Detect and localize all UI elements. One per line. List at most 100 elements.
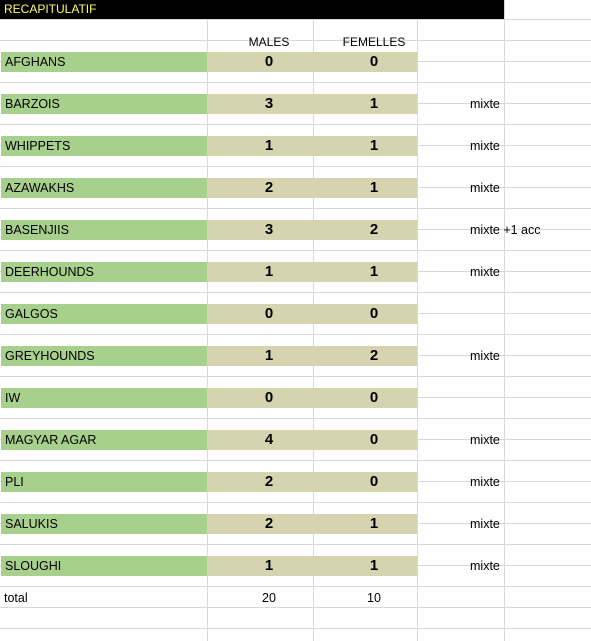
breed-name: GALGOS [5,307,58,321]
females-count[interactable]: 1 [369,263,379,280]
males-count[interactable]: 1 [264,263,274,280]
grid-column-line [504,0,505,641]
breed-cell[interactable]: SALUKIS [1,514,207,534]
females-count[interactable]: 1 [369,95,379,112]
count-cells [207,94,417,114]
breed-cell[interactable]: BARZOIS [1,94,207,114]
females-count[interactable]: 0 [369,305,379,322]
breed-name: DEERHOUNDS [5,265,94,279]
breed-cell[interactable]: SLOUGHI [1,556,207,576]
note-cell[interactable]: mixte [470,181,500,195]
males-count[interactable]: 1 [264,557,274,574]
count-cells [207,304,417,324]
females-count[interactable]: 1 [369,557,379,574]
count-cells [207,178,417,198]
note-cell[interactable]: mixte [470,475,500,489]
females-count[interactable]: 0 [369,53,379,70]
grid-row-line [0,607,591,608]
grid-row-line [0,334,591,335]
grid-row-line [0,292,591,293]
females-count[interactable]: 0 [369,473,379,490]
females-count[interactable]: 0 [369,431,379,448]
table-row: AFGHANS 0 0 [0,52,504,72]
table-row: IW 0 0 [0,388,504,408]
grid-row-line [0,166,591,167]
breed-cell[interactable]: BASENJIIS [1,220,207,240]
breed-cell[interactable]: PLI [1,472,207,492]
females-count[interactable]: 1 [369,515,379,532]
males-count[interactable]: 0 [264,305,274,322]
breed-name: AFGHANS [5,55,66,69]
count-cells [207,556,417,576]
table-row: BARZOIS 3 1 mixte [0,94,504,114]
count-cells [207,52,417,72]
note-cell[interactable]: mixte [470,349,500,363]
breed-name: SLOUGHI [5,559,62,573]
males-count[interactable]: 2 [264,473,274,490]
females-count[interactable]: 2 [369,221,379,238]
table-row: PLI 2 0 mixte [0,472,504,492]
grid-row-line [0,376,591,377]
breed-cell[interactable]: GALGOS [1,304,207,324]
females-count[interactable]: 2 [369,347,379,364]
males-count[interactable]: 2 [264,515,274,532]
grid-column-line [417,0,418,641]
females-count[interactable]: 1 [369,137,379,154]
count-cells [207,262,417,282]
breed-name: GREYHOUNDS [5,349,95,363]
count-cells [207,472,417,492]
males-count[interactable]: 3 [264,221,274,238]
males-count[interactable]: 4 [264,431,274,448]
females-count[interactable]: 1 [369,179,379,196]
grid-row-line [0,502,591,503]
column-header-females[interactable]: FEMELLES [342,35,406,49]
breed-cell[interactable]: GREYHOUNDS [1,346,207,366]
breed-name: SALUKIS [5,517,58,531]
note-cell[interactable]: mixte [470,97,500,111]
note-cell[interactable]: mixte [470,265,500,279]
grid-row-line [0,124,591,125]
note-cell[interactable]: mixte [470,559,500,573]
count-cells [207,430,417,450]
grid-row-line [0,544,591,545]
males-count[interactable]: 0 [264,53,274,70]
total-label[interactable]: total [4,591,28,605]
males-count[interactable]: 3 [264,95,274,112]
title-bar[interactable]: RECAPITULATIF [0,0,504,19]
males-count[interactable]: 1 [264,347,274,364]
table-row: SLOUGHI 1 1 mixte [0,556,504,576]
breed-cell[interactable]: WHIPPETS [1,136,207,156]
breed-cell[interactable]: AFGHANS [1,52,207,72]
breed-name: WHIPPETS [5,139,71,153]
breed-name: BARZOIS [5,97,60,111]
grid-row-line [0,19,591,20]
total-females[interactable]: 10 [367,591,381,605]
breed-name: PLI [5,475,24,489]
table-row: DEERHOUNDS 1 1 mixte [0,262,504,282]
breed-name: AZAWAKHS [5,181,75,195]
breed-cell[interactable]: MAGYAR AGAR [1,430,207,450]
count-cells [207,388,417,408]
note-cell[interactable]: mixte +1 acc [470,223,541,237]
note-cell[interactable]: mixte [470,139,500,153]
table-row: SALUKIS 2 1 mixte [0,514,504,534]
column-header-males[interactable]: MALES [248,35,290,49]
breed-cell[interactable]: IW [1,388,207,408]
males-count[interactable]: 0 [264,389,274,406]
table-row: GREYHOUNDS 1 2 mixte [0,346,504,366]
females-count[interactable]: 0 [369,389,379,406]
breed-cell[interactable]: DEERHOUNDS [1,262,207,282]
note-cell[interactable]: mixte [470,517,500,531]
total-males[interactable]: 20 [262,591,276,605]
grid-row-line [0,250,591,251]
table-row: AZAWAKHS 2 1 mixte [0,178,504,198]
count-cells [207,136,417,156]
table-row: GALGOS 0 0 [0,304,504,324]
males-count[interactable]: 2 [264,179,274,196]
males-count[interactable]: 1 [264,137,274,154]
count-cells [207,514,417,534]
grid-row-line [0,460,591,461]
breed-cell[interactable]: AZAWAKHS [1,178,207,198]
note-cell[interactable]: mixte [470,433,500,447]
